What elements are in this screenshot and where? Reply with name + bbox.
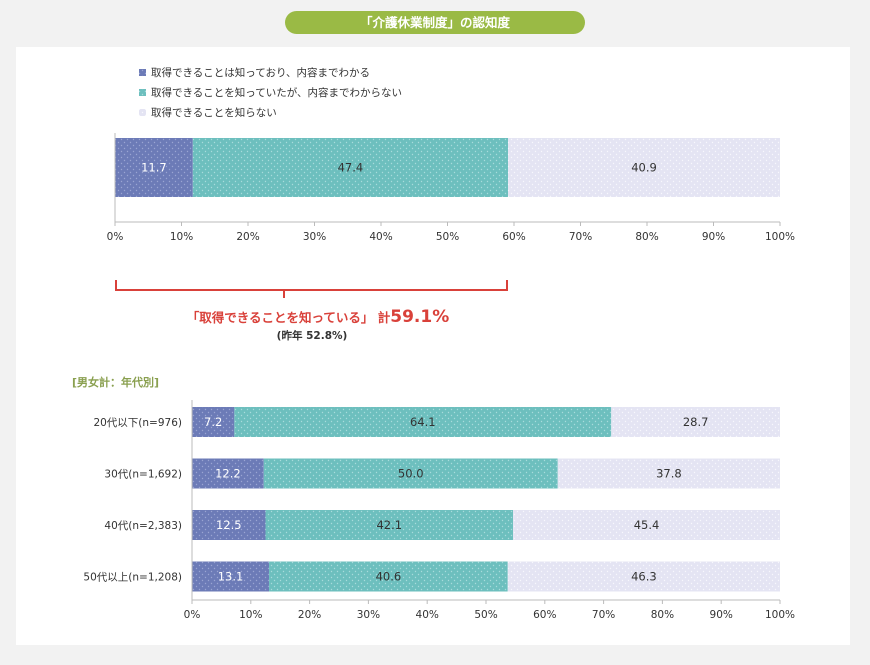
bar-segment [192, 138, 509, 197]
bar-segment [513, 510, 780, 540]
legend-label-3: 取得できることを知らない [151, 106, 277, 119]
summary-callout-value: 59.1% [390, 307, 449, 327]
x-tick-label: 40% [416, 609, 439, 621]
data-label: 50.0 [398, 467, 424, 481]
x-tick-label: 60% [502, 231, 525, 243]
data-label: 40.6 [376, 570, 402, 584]
section-label: [男女計：年代別] [72, 375, 159, 389]
bar-segment [263, 458, 558, 489]
x-tick-label: 70% [569, 231, 592, 243]
data-label: 12.5 [216, 518, 242, 532]
legend-swatch-3 [139, 109, 146, 116]
x-tick-label: 70% [592, 609, 615, 621]
bar-segment [192, 458, 264, 489]
data-label: 11.7 [141, 161, 167, 175]
x-tick-label: 10% [239, 609, 262, 621]
bar-segment [192, 407, 235, 437]
category-label: 20代以下(n=976) [93, 417, 182, 429]
bar-segment [508, 138, 780, 197]
x-tick-label: 30% [357, 609, 380, 621]
data-label: 7.2 [204, 415, 222, 429]
x-tick-label: 10% [170, 231, 193, 243]
x-tick-label: 0% [184, 609, 201, 621]
category-label: 40代(n=2,383) [104, 520, 182, 532]
bar-segment [115, 138, 193, 197]
x-tick-label: 90% [702, 231, 725, 243]
bar-segment [265, 510, 514, 540]
bottom-chart-axis: 0% 10% 20% 30% 40% 50% 60% 70% 80% 90% 100% [184, 400, 795, 621]
legend-swatch-1 [139, 69, 146, 76]
data-label: 42.1 [376, 518, 402, 532]
x-tick-label: 40% [369, 231, 392, 243]
data-label: 13.1 [218, 570, 244, 584]
data-label: 47.4 [338, 161, 364, 175]
data-label: 64.1 [410, 415, 436, 429]
summary-bracket [115, 280, 508, 298]
x-tick-label: 30% [303, 231, 326, 243]
bar-segment [507, 561, 780, 592]
bar-segment [234, 407, 612, 437]
x-tick-label: 60% [533, 609, 556, 621]
bar-segment [192, 510, 266, 540]
bar-segment [557, 458, 780, 489]
x-tick-label: 50% [474, 609, 497, 621]
bar-segment [192, 561, 270, 592]
bar-segment [611, 407, 780, 437]
x-tick-label: 90% [710, 609, 733, 621]
summary-callout-prefix: 「取得できることを知っている」 計 [187, 310, 391, 325]
bottom-chart-bars: 7.2 64.1 28.7 20代以下(n=976) 12.2 50.0 37.8 30代(n… [83, 407, 780, 592]
legend-label-2: 取得できることを知っていたが、内容までわからない [151, 86, 402, 99]
summary-callout-sub: (昨年 52.8%) [277, 329, 348, 342]
summary-callout: 「取得できることを知っている」 計59.1% [187, 307, 449, 327]
x-tick-label: 100% [765, 231, 795, 243]
x-tick-label: 80% [651, 609, 674, 621]
x-tick-label: 80% [635, 231, 658, 243]
legend-swatch-2 [139, 89, 146, 96]
category-label: 50代以上(n=1,208) [83, 572, 182, 584]
bar-segment [269, 561, 508, 592]
x-tick-label: 20% [236, 231, 259, 243]
x-tick-label: 100% [765, 609, 795, 621]
legend-label-1: 取得できることは知っており、内容までわかる [151, 66, 370, 79]
x-tick-label: 20% [298, 609, 321, 621]
data-label: 40.9 [631, 161, 657, 175]
data-label: 28.7 [683, 415, 709, 429]
category-label: 30代(n=1,692) [104, 469, 182, 481]
top-chart-axis: 0% 10% 20% 30% 40% 50% 60% 70% 80% 90% 100% [107, 133, 795, 243]
chart-title: 「介護休業制度」の認知度 [285, 11, 585, 34]
data-label: 37.8 [656, 467, 682, 481]
data-label: 12.2 [215, 467, 241, 481]
data-label: 46.3 [631, 570, 657, 584]
data-label: 45.4 [634, 518, 660, 532]
x-tick-label: 50% [436, 231, 459, 243]
x-tick-label: 0% [107, 231, 124, 243]
top-chart-bars: 11.7 47.4 40.9 [115, 138, 780, 197]
